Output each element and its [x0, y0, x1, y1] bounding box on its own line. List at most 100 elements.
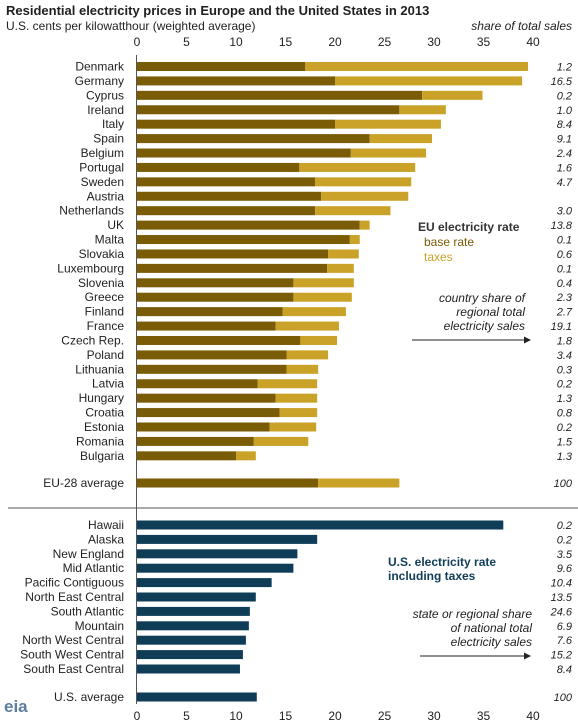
- eu-category-label: Netherlands: [59, 204, 124, 218]
- eu-bar-base-rate: [137, 436, 254, 446]
- eu-bar-base-rate: [137, 263, 328, 273]
- eu-bar-taxes: [305, 62, 529, 71]
- eu-bar-taxes: [335, 119, 441, 129]
- x-tick-label-top: 10: [229, 35, 243, 49]
- eu-category-label: Greece: [85, 290, 125, 304]
- us-share-value: 8.4: [557, 664, 572, 676]
- eu-category-label: Croatia: [85, 406, 124, 420]
- eu-share-value: 1.6: [557, 162, 573, 174]
- eu-bar-taxes: [269, 422, 317, 432]
- eu-share-value: 0.2: [557, 379, 572, 391]
- eu-share-value: 1.2: [557, 62, 572, 74]
- eu-bar-base-rate: [137, 335, 301, 345]
- eu-bar-taxes: [236, 451, 256, 461]
- us-bar: [137, 692, 257, 702]
- eu-bar-taxes: [293, 292, 352, 302]
- eu-share-value: 0.1: [557, 235, 572, 247]
- eu-bar-base-rate: [137, 379, 258, 389]
- us-bar: [137, 534, 318, 544]
- eu-bar-taxes: [286, 364, 319, 374]
- us-share-value: 6.9: [557, 621, 572, 633]
- eu-bar-taxes: [279, 408, 318, 418]
- us-category-label: U.S. average: [54, 690, 124, 704]
- eu-share-value: 3.4: [557, 350, 572, 362]
- eu-bar-taxes: [257, 379, 318, 389]
- us-category-label: South East Central: [23, 662, 124, 676]
- eu-bar-base-rate: [137, 278, 294, 288]
- eu-share-value: 1.0: [557, 105, 573, 117]
- eu-share-value: 8.4: [557, 119, 572, 131]
- eu-category-label: UK: [107, 218, 124, 232]
- eu-legend-base-rate: base rate: [424, 235, 474, 249]
- eu-bar-base-rate: [137, 350, 287, 360]
- eu-bar-taxes: [422, 90, 483, 100]
- x-tick-label-bottom: 35: [477, 709, 491, 723]
- eu-category-label: Denmark: [75, 60, 125, 74]
- eu-category-label: Cyprus: [86, 88, 124, 102]
- eu-bar-base-rate: [137, 220, 360, 230]
- eu-category-label: Sweden: [81, 175, 124, 189]
- x-tick-label-top: 0: [134, 35, 141, 49]
- us-share-value: 10.4: [551, 578, 572, 590]
- eu-bar-base-rate: [137, 364, 287, 374]
- eu-bar-taxes: [275, 393, 318, 403]
- eu-bar-taxes: [282, 307, 346, 317]
- eu-category-label: Hungary: [79, 391, 124, 405]
- eu-category-label: Bulgaria: [80, 449, 124, 463]
- us-legend-title: including taxes: [388, 569, 476, 583]
- eu-bar-base-rate: [137, 105, 400, 115]
- eu-share-value: 16.5: [551, 76, 573, 88]
- eu-share-value: 0.2: [557, 422, 572, 434]
- eu-bar-taxes: [399, 105, 446, 115]
- eu-category-label: Ireland: [87, 103, 124, 117]
- share-header: share of total sales: [471, 19, 572, 33]
- eu-category-label: Estonia: [84, 420, 124, 434]
- us-category-label: Mountain: [75, 619, 124, 633]
- eu-category-label: Slovenia: [78, 276, 124, 290]
- eu-bar-base-rate: [137, 478, 319, 488]
- eu-share-value: 1.3: [557, 451, 573, 463]
- eu-bar-taxes: [350, 148, 427, 158]
- x-tick-label-top: 40: [526, 35, 540, 49]
- x-tick-label-bottom: 40: [526, 709, 540, 723]
- eu-category-label: France: [87, 319, 125, 333]
- x-tick-label-bottom: 20: [328, 709, 342, 723]
- x-tick-label-bottom: 0: [134, 709, 141, 723]
- eu-bar-taxes: [335, 76, 523, 86]
- eu-share-value: 0.8: [557, 408, 573, 420]
- eu-bar-taxes: [349, 235, 360, 245]
- eu-category-label: Luxembourg: [57, 261, 124, 275]
- eu-bar-base-rate: [137, 134, 370, 144]
- us-category-label: Hawaii: [88, 518, 124, 532]
- eu-bar-taxes: [318, 478, 400, 488]
- eu-category-label: Belgium: [81, 146, 124, 160]
- us-bar: [137, 650, 243, 660]
- eu-bar-base-rate: [137, 235, 350, 245]
- eu-share-value: 2.4: [556, 148, 572, 160]
- us-share-note: of national total: [451, 621, 533, 635]
- eu-share-value: 0.1: [557, 263, 572, 275]
- x-tick-label-bottom: 25: [378, 709, 392, 723]
- eu-category-label: Portugal: [79, 160, 124, 174]
- eu-bar-base-rate: [137, 393, 276, 403]
- eu-category-label: Italy: [102, 117, 124, 131]
- x-tick-label-top: 15: [279, 35, 293, 49]
- eu-category-label: Germany: [75, 74, 124, 88]
- eu-share-value: 0.3: [557, 364, 573, 376]
- eu-bar-base-rate: [137, 451, 236, 461]
- eu-bar-taxes: [300, 335, 337, 345]
- x-tick-label-top: 5: [183, 35, 190, 49]
- eu-category-label: Czech Rep.: [61, 333, 124, 347]
- eu-bar-base-rate: [137, 249, 329, 259]
- eu-note-arrow-head: [524, 336, 531, 344]
- us-category-label: Alaska: [88, 532, 124, 546]
- eu-category-label: Malta: [95, 233, 125, 247]
- eu-share-value: 1.5: [557, 436, 573, 448]
- eu-bar-taxes: [369, 134, 433, 144]
- eu-legend-taxes: taxes: [424, 250, 453, 264]
- us-bar: [137, 635, 246, 645]
- eu-category-label: Finland: [85, 305, 124, 319]
- eu-bar-taxes: [328, 249, 359, 259]
- us-category-label: North West Central: [22, 633, 124, 647]
